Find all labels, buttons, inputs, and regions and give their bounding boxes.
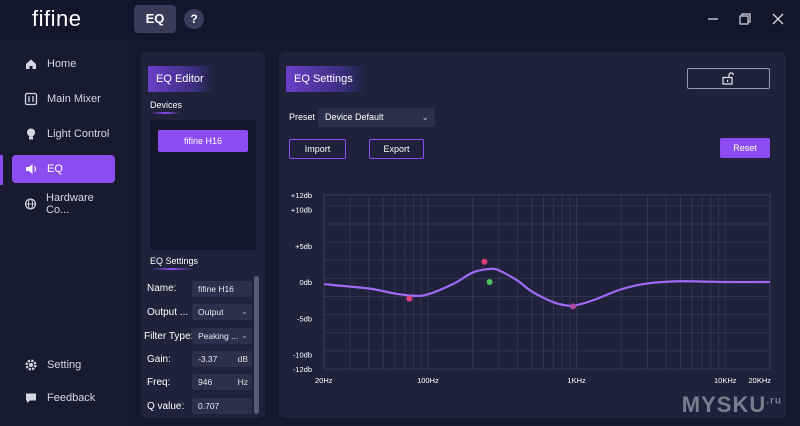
output-select[interactable]: Output ⌄ <box>192 304 252 320</box>
y-tick-label: +5db <box>295 242 312 251</box>
x-tick-label: 100Hz <box>417 376 439 385</box>
sidebar-item-label: Main Mixer <box>47 93 101 105</box>
y-tick-label: +12db <box>291 191 312 200</box>
y-tick-label: 0db <box>299 278 312 287</box>
speaker-icon <box>26 164 37 174</box>
sidebar-item-main-mixer[interactable]: Main Mixer <box>12 85 115 113</box>
sidebar-item-eq[interactable]: EQ <box>12 155 115 183</box>
sidebar-item-label: Feedback <box>47 392 96 404</box>
lock-button[interactable] <box>687 68 770 89</box>
chat-icon <box>26 393 36 403</box>
chevron-down-icon: ⌄ <box>421 112 429 122</box>
import-button[interactable]: Import <box>289 139 346 159</box>
sidebar-item-label: EQ <box>47 163 63 175</box>
watermark-text: MYSKU <box>681 392 767 417</box>
filter-type-select[interactable]: Peaking ... ⌄ <box>192 328 252 344</box>
sidebar-item-label: Setting <box>47 359 82 371</box>
filter-type-value: Peaking ... <box>198 331 239 341</box>
settings-scrollbar-thumb[interactable] <box>254 276 259 414</box>
y-tick-label: -5db <box>297 314 312 323</box>
watermark-suffix: .ru <box>766 395 782 407</box>
minimize-icon[interactable] <box>704 10 722 28</box>
unlock-icon <box>722 72 734 85</box>
sidebar <box>0 40 128 426</box>
chevron-down-icon: ⌄ <box>241 331 248 340</box>
close-icon[interactable] <box>769 10 787 28</box>
name-field[interactable]: fifine H16 <box>192 281 252 297</box>
sidebar-item-feedback[interactable]: Feedback <box>12 384 115 412</box>
q-value-label: Q value: <box>147 401 185 412</box>
preset-value: Device Default <box>325 112 384 122</box>
sidebar-item-hardware-control[interactable]: Hardware Co... <box>12 190 115 218</box>
x-tick-label: 20Hz <box>315 376 333 385</box>
help-button[interactable]: ? <box>184 9 204 29</box>
devices-underline <box>150 112 180 114</box>
y-tick-label: +10db <box>291 206 312 215</box>
sidebar-item-label: Hardware Co... <box>46 192 94 216</box>
gain-field[interactable]: -3.37 dB <box>192 351 252 367</box>
sidebar-item-setting[interactable]: Setting <box>12 351 115 379</box>
eq-band-point[interactable] <box>486 279 493 285</box>
eq-band-point[interactable] <box>406 295 413 302</box>
gear-icon <box>25 359 37 371</box>
eq-settings-label: EQ Settings <box>150 256 199 266</box>
eq-band-point[interactable] <box>569 303 576 310</box>
top-bar: fifine EQ ? <box>0 0 800 40</box>
mixer-icon <box>24 92 38 106</box>
app-logo: fifine <box>32 6 82 31</box>
eq-band-point[interactable] <box>481 258 488 265</box>
devices-label: Devices <box>150 100 183 110</box>
freq-field[interactable]: 946 Hz <box>192 374 252 390</box>
freq-value: 946 <box>198 377 213 387</box>
gain-value: -3.37 <box>198 354 218 364</box>
x-tick-label: 1KHz <box>567 376 586 385</box>
eq-band-points[interactable] <box>406 258 576 310</box>
name-value: fifine H16 <box>198 284 234 294</box>
preset-label: Preset <box>289 112 316 122</box>
globe-icon <box>24 198 37 210</box>
gain-label: Gain: <box>147 354 171 365</box>
reset-button[interactable]: Reset <box>720 138 770 158</box>
sidebar-item-home[interactable]: Home <box>12 50 115 78</box>
tab-eq[interactable]: EQ <box>134 5 176 33</box>
eq-curve-chart[interactable]: +12db +10db +5db 0db -5db -10db -12db 20Hz 100H… <box>279 185 786 390</box>
gain-unit: dB <box>237 354 248 364</box>
home-icon <box>26 59 36 69</box>
eq-editor-title: EQ Editor <box>148 66 214 92</box>
eq-settings-underline <box>150 268 194 270</box>
export-button[interactable]: Export <box>369 139 424 159</box>
watermark: MYSKU.ru <box>682 392 782 418</box>
restore-icon[interactable] <box>736 10 754 28</box>
name-label: Name: <box>147 283 177 294</box>
chevron-down-icon: ⌄ <box>241 307 248 316</box>
sidebar-item-light-control[interactable]: Light Control <box>12 120 115 148</box>
y-tick-label: -12db <box>293 365 312 374</box>
device-button-fifine-h16[interactable]: fifine H16 <box>158 130 248 152</box>
q-value: 0.707 <box>198 401 220 411</box>
active-indicator <box>0 155 3 185</box>
freq-unit: Hz <box>237 377 248 387</box>
y-axis-ticks: +12db +10db +5db 0db -5db -10db -12db <box>291 191 312 374</box>
eq-settings-title: EQ Settings <box>286 66 366 92</box>
bulb-icon <box>27 128 35 140</box>
output-value: Output <box>198 307 224 317</box>
chart-grid <box>323 194 771 370</box>
output-label: Output ... <box>147 307 189 318</box>
x-tick-label: 10KHz <box>714 376 737 385</box>
x-axis-ticks: 20Hz 100Hz 1KHz 10KHz 20KHz <box>315 376 771 385</box>
q-value-field[interactable]: 0.707 <box>192 398 252 414</box>
sidebar-item-label: Home <box>47 58 77 70</box>
filter-type-label: Filter Type: <box>144 331 194 342</box>
preset-select[interactable]: Device Default ⌄ <box>318 108 435 127</box>
y-tick-label: -10db <box>293 351 312 360</box>
sidebar-item-label: Light Control <box>47 128 110 140</box>
freq-label: Freq: <box>147 377 171 388</box>
x-tick-label: 20KHz <box>748 376 771 385</box>
eq-curve-line <box>323 267 771 308</box>
